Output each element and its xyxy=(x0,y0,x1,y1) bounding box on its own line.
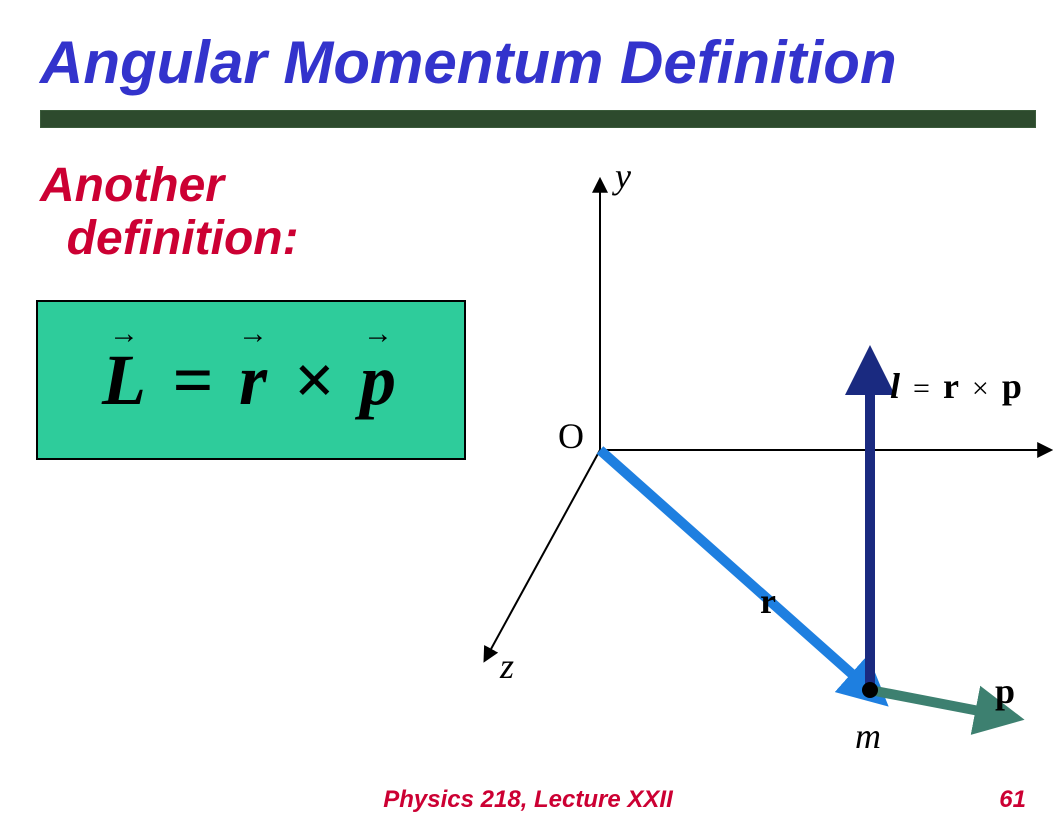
p-label: p xyxy=(995,670,1015,712)
l-equation-label: l = r × p xyxy=(890,365,1022,407)
formula-times: × xyxy=(293,340,338,420)
formula-p: → p xyxy=(360,339,400,422)
formula-eq: = xyxy=(172,340,217,420)
footer-course: Physics 218, Lecture XXII xyxy=(383,786,673,814)
formula-box: → L = → r × → p xyxy=(36,300,466,460)
z-axis-label: z xyxy=(500,645,514,687)
formula-L: → L xyxy=(102,339,150,422)
r-vector xyxy=(600,450,870,690)
vector-arrow-icon: → xyxy=(238,317,272,351)
slide-title: Angular Momentum Definition xyxy=(40,28,897,97)
r-label: r xyxy=(760,580,776,622)
footer-page: 61 xyxy=(999,786,1026,814)
diagram-svg xyxy=(470,160,1056,800)
m-label: m xyxy=(855,715,881,757)
vector-arrow-icon: → xyxy=(363,317,397,351)
origin-label: O xyxy=(558,415,584,457)
subtitle: Another definition: xyxy=(40,160,299,266)
y-axis-label: y xyxy=(615,155,631,197)
p-vector xyxy=(870,690,1000,715)
coordinate-diagram: y z O r p m l = r × p xyxy=(470,160,1056,800)
title-divider xyxy=(40,110,1036,128)
z-axis xyxy=(485,450,600,660)
formula-r: → r xyxy=(239,339,271,422)
vector-arrow-icon: → xyxy=(109,317,143,351)
subtitle-line1: Another xyxy=(40,159,224,212)
formula: → L = → r × → p xyxy=(102,339,400,422)
subtitle-line2: definition: xyxy=(67,212,299,265)
mass-point xyxy=(862,682,878,698)
